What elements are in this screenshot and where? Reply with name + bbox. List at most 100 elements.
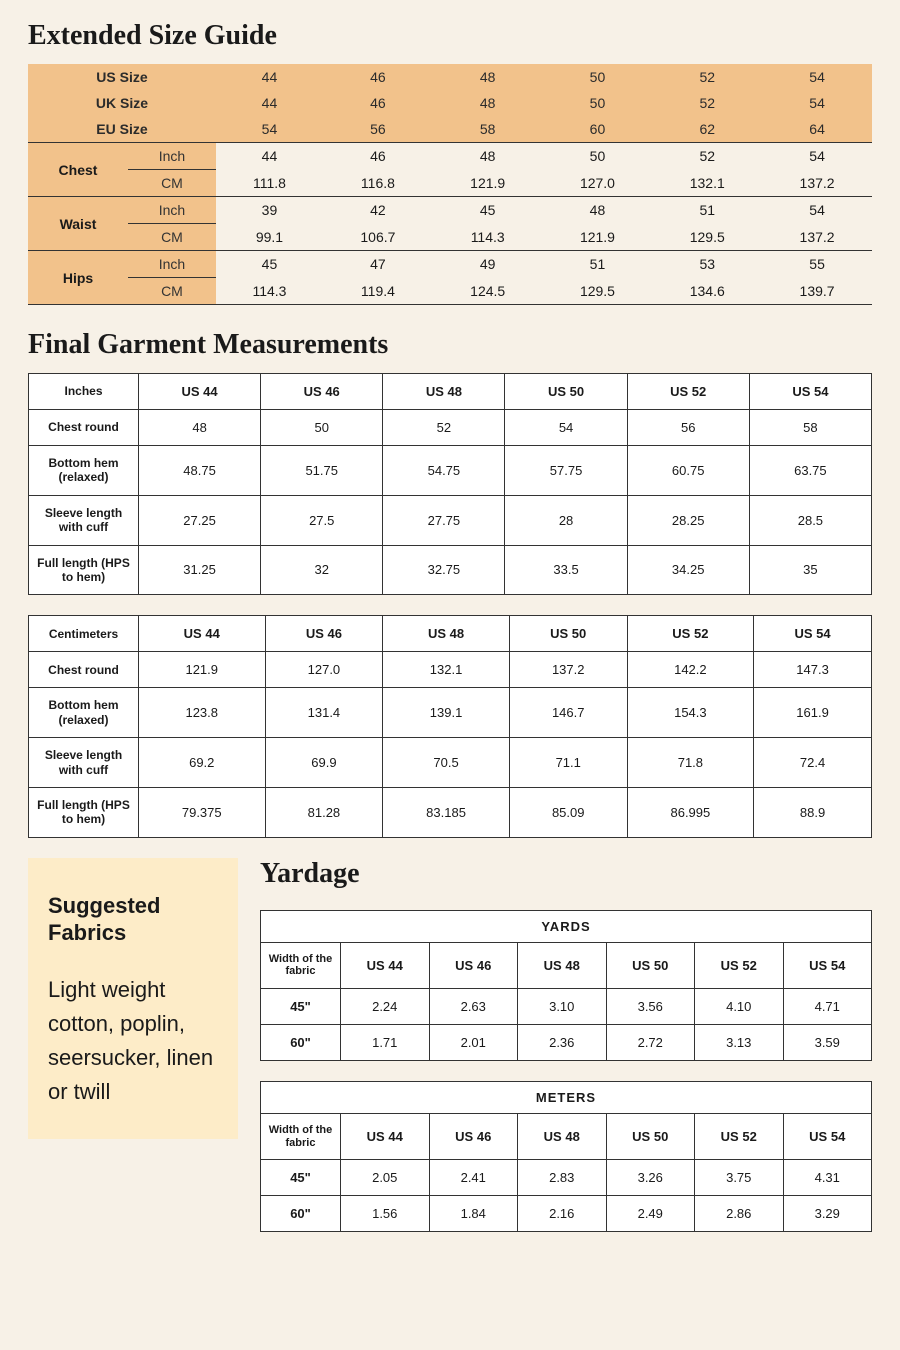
measurement-value: 48 bbox=[139, 410, 261, 446]
measurement-value: 32 bbox=[261, 545, 383, 595]
yardage-value: 2.36 bbox=[518, 1024, 607, 1060]
size-column-header: US 50 bbox=[509, 616, 627, 652]
measurement-value: 54 bbox=[505, 410, 627, 446]
unit-label: CM bbox=[128, 278, 216, 305]
measurement-value: 28.25 bbox=[627, 495, 749, 545]
size-column-header: US 46 bbox=[429, 942, 518, 988]
size-header-value: 50 bbox=[543, 90, 653, 116]
yardage-value: 2.24 bbox=[341, 988, 430, 1024]
measurement-value: 51.75 bbox=[261, 446, 383, 496]
size-column-header: US 44 bbox=[341, 1113, 430, 1159]
size-column-header: US 50 bbox=[606, 1113, 695, 1159]
size-value: 44 bbox=[216, 143, 323, 170]
size-value: 39 bbox=[216, 197, 323, 224]
size-column-header: US 50 bbox=[606, 942, 695, 988]
size-value: 127.0 bbox=[543, 170, 653, 197]
size-column-header: US 52 bbox=[695, 942, 784, 988]
size-value: 121.9 bbox=[543, 224, 653, 251]
unit-label: CM bbox=[128, 224, 216, 251]
measurement-value: 50 bbox=[261, 410, 383, 446]
size-value: 53 bbox=[652, 251, 762, 278]
size-value: 119.4 bbox=[323, 278, 433, 305]
measurement-value: 70.5 bbox=[383, 738, 510, 788]
measurement-value: 27.25 bbox=[139, 495, 261, 545]
measurement-value: 28.5 bbox=[749, 495, 871, 545]
yardage-value: 3.59 bbox=[783, 1024, 872, 1060]
yardage-unit-header: METERS bbox=[261, 1081, 872, 1113]
size-column-header: US 44 bbox=[139, 616, 266, 652]
measurement-row-label: Bottom hem (relaxed) bbox=[29, 688, 139, 738]
size-value: 129.5 bbox=[652, 224, 762, 251]
yardage-title: Yardage bbox=[260, 858, 872, 890]
measurement-value: 147.3 bbox=[754, 652, 872, 688]
size-value: 124.5 bbox=[433, 278, 543, 305]
yardage-value: 2.41 bbox=[429, 1160, 518, 1196]
measurement-value: 137.2 bbox=[509, 652, 627, 688]
size-column-header: US 52 bbox=[627, 374, 749, 410]
measurement-label: Waist bbox=[28, 197, 128, 251]
measurement-value: 63.75 bbox=[749, 446, 871, 496]
yardage-value: 1.56 bbox=[341, 1196, 430, 1232]
measurement-value: 85.09 bbox=[509, 787, 627, 837]
measurement-value: 142.2 bbox=[627, 652, 754, 688]
size-value: 52 bbox=[652, 143, 762, 170]
yardage-value: 3.56 bbox=[606, 988, 695, 1024]
size-guide-title: Extended Size Guide bbox=[28, 20, 872, 52]
measurement-value: 48.75 bbox=[139, 446, 261, 496]
size-value: 51 bbox=[543, 251, 653, 278]
size-header-value: 46 bbox=[323, 64, 433, 90]
size-value: 45 bbox=[433, 197, 543, 224]
size-column-header: US 48 bbox=[518, 1113, 607, 1159]
size-value: 55 bbox=[762, 251, 872, 278]
size-header-value: 46 bbox=[323, 90, 433, 116]
fabric-width-label: 45" bbox=[261, 988, 341, 1024]
size-column-header: US 48 bbox=[383, 616, 510, 652]
size-header-value: 48 bbox=[433, 90, 543, 116]
measurement-label: Hips bbox=[28, 251, 128, 305]
garment-title: Final Garment Measurements bbox=[28, 329, 872, 361]
size-value: 129.5 bbox=[543, 278, 653, 305]
yardage-value: 1.71 bbox=[341, 1024, 430, 1060]
size-value: 106.7 bbox=[323, 224, 433, 251]
suggested-fabrics-panel: Suggested Fabrics Light weight cotton, p… bbox=[28, 858, 238, 1139]
yardage-value: 3.29 bbox=[783, 1196, 872, 1232]
measurement-value: 86.995 bbox=[627, 787, 754, 837]
size-column-header: US 50 bbox=[505, 374, 627, 410]
yardage-value: 4.31 bbox=[783, 1160, 872, 1196]
size-value: 114.3 bbox=[216, 278, 323, 305]
size-column-header: US 44 bbox=[139, 374, 261, 410]
garment-table: CentimetersUS 44US 46US 48US 50US 52US 5… bbox=[28, 615, 872, 837]
size-column-header: US 46 bbox=[429, 1113, 518, 1159]
measurement-value: 154.3 bbox=[627, 688, 754, 738]
size-header-value: 54 bbox=[762, 64, 872, 90]
size-header-value: 58 bbox=[433, 116, 543, 143]
size-value: 132.1 bbox=[652, 170, 762, 197]
measurement-row-label: Full length (HPS to hem) bbox=[29, 545, 139, 595]
size-value: 54 bbox=[762, 197, 872, 224]
size-value: 116.8 bbox=[323, 170, 433, 197]
size-value: 45 bbox=[216, 251, 323, 278]
yardage-value: 3.10 bbox=[518, 988, 607, 1024]
unit-label: CM bbox=[128, 170, 216, 197]
size-value: 134.6 bbox=[652, 278, 762, 305]
fabric-width-label: 45" bbox=[261, 1160, 341, 1196]
size-value: 49 bbox=[433, 251, 543, 278]
width-label: Width of the fabric bbox=[261, 1113, 341, 1159]
measurement-value: 54.75 bbox=[383, 446, 505, 496]
fabric-width-label: 60" bbox=[261, 1196, 341, 1232]
size-guide-table: US Size444648505254UK Size444648505254EU… bbox=[28, 64, 872, 305]
size-value: 48 bbox=[543, 197, 653, 224]
size-header-value: 60 bbox=[543, 116, 653, 143]
size-column-header: US 44 bbox=[341, 942, 430, 988]
size-column-header: US 54 bbox=[749, 374, 871, 410]
yardage-value: 2.63 bbox=[429, 988, 518, 1024]
size-value: 111.8 bbox=[216, 170, 323, 197]
width-label: Width of the fabric bbox=[261, 942, 341, 988]
measurement-value: 71.8 bbox=[627, 738, 754, 788]
measurement-value: 132.1 bbox=[383, 652, 510, 688]
size-header-label: UK Size bbox=[28, 90, 216, 116]
measurement-label: Chest bbox=[28, 143, 128, 197]
measurement-value: 28 bbox=[505, 495, 627, 545]
size-header-label: US Size bbox=[28, 64, 216, 90]
size-value: 137.2 bbox=[762, 224, 872, 251]
